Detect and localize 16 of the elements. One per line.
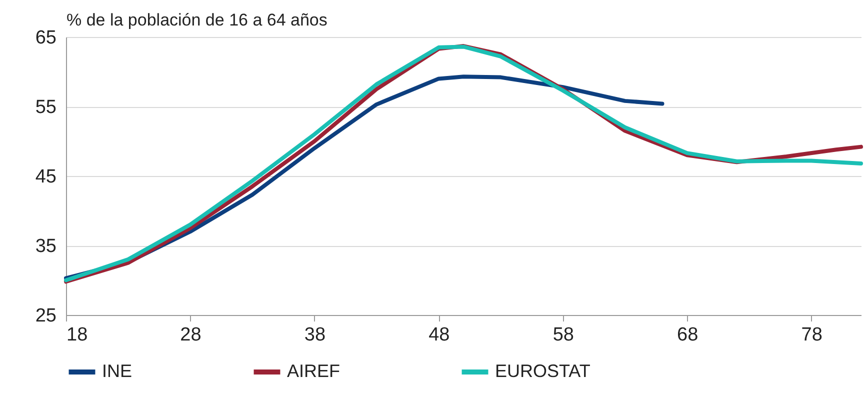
legend-label: INE: [102, 361, 132, 381]
x-tick-label: 38: [304, 324, 326, 346]
x-tick-label: 68: [677, 324, 698, 346]
x-tick-label: 28: [180, 324, 202, 346]
y-axis-title: % de la población de 16 a 64 años: [66, 10, 328, 30]
y-tick-label: 35: [35, 236, 56, 257]
legend-label: EUROSTAT: [495, 361, 590, 381]
x-tick-label: 48: [428, 324, 450, 346]
x-tick-label: 18: [66, 324, 88, 346]
x-tick-label: 78: [801, 324, 822, 346]
x-tick-label: 58: [552, 324, 574, 346]
y-tick-label: 25: [35, 306, 56, 326]
y-tick-label: 55: [35, 97, 56, 118]
y-tick-label: 65: [35, 28, 56, 48]
y-tick-label: 45: [35, 166, 56, 188]
legend-label: AIREF: [287, 361, 340, 381]
